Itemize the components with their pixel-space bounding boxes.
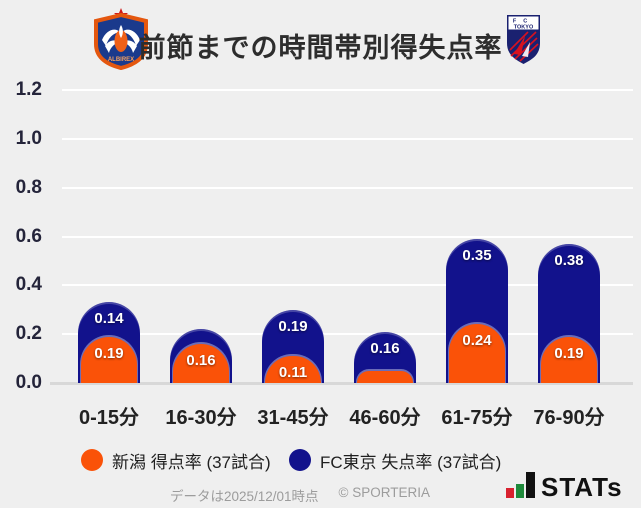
value-label-niigata-76-90分: 0.19 — [554, 344, 584, 362]
bar-46-60分-niigata-segment — [357, 370, 413, 383]
value-label-fctokyo-31-45分: 0.19 — [278, 317, 308, 335]
x-tick-31-45分: 31-45分 — [257, 407, 329, 429]
legend-item-niigata: 新潟 得点率 (37試合) — [81, 447, 271, 473]
albirex-niigata-logo: ALBIREX — [94, 8, 148, 70]
value-label-niigata-16-30分: 0.16 — [186, 351, 216, 369]
gridline-0.2 — [62, 333, 633, 336]
svg-text:ALBIREX: ALBIREX — [108, 57, 134, 63]
x-tick-0-15分: 0-15分 — [78, 407, 140, 429]
value-label-niigata-31-45分: 0.11 — [278, 364, 308, 382]
gridline-0.6 — [62, 235, 633, 238]
legend-label-niigata: 新潟 得点率 (37試合) — [112, 452, 271, 472]
footer-note: データは2025/12/01時点 © SPORTERIA — [0, 485, 600, 505]
y-tick-0.2: 0.2 — [15, 323, 42, 345]
svg-text:FC: FC — [513, 19, 534, 25]
stats-wordmark: STATs — [541, 472, 623, 502]
bar-76-90分-niigata-segment — [541, 336, 597, 383]
bar-16-30分-niigata-segment — [173, 343, 229, 383]
value-label-niigata-61-75分: 0.24 — [462, 332, 492, 350]
page-title: 前節までの時間帯別得失点率 — [138, 33, 503, 63]
svg-text:TOKYO: TOKYO — [514, 25, 534, 31]
x-axis-line — [50, 382, 633, 385]
y-tick-1.2: 1.2 — [15, 79, 42, 101]
gridline-1.0 — [62, 138, 633, 140]
value-label-fctokyo-46-60分: 0.16 — [370, 339, 400, 357]
copyright-text: © SPORTERIA — [338, 485, 431, 500]
x-tick-46-60分: 46-60分 — [349, 407, 421, 429]
value-label-fctokyo-76-90分: 0.38 — [554, 251, 584, 269]
stats-brand-logo: STATs — [506, 472, 623, 501]
x-tick-76-90分: 76-90分 — [533, 407, 605, 429]
legend-item-fctokyo: FC東京 失点率 (37試合) — [289, 447, 501, 473]
value-label-fctokyo-61-75分: 0.35 — [462, 247, 492, 265]
y-tick-0.0: 0.0 — [15, 372, 42, 393]
legend-swatch-fctokyo — [289, 449, 311, 471]
legend-swatch-niigata — [81, 449, 103, 471]
x-tick-61-75分: 61-75分 — [441, 407, 513, 429]
gridline-0.4 — [62, 284, 633, 287]
fc-tokyo-logo: FC TOKYO — [507, 15, 540, 64]
bar-chart-icon — [506, 472, 535, 501]
gridline-1.2 — [62, 89, 633, 92]
y-tick-0.4: 0.4 — [15, 274, 42, 296]
y-tick-1.0: 1.0 — [15, 128, 42, 149]
data-as-of-text: データは2025/12/01時点 — [169, 489, 319, 504]
gridline-0.8 — [62, 186, 633, 189]
bar-61-75分-niigata-segment — [449, 324, 505, 383]
y-tick-0.8: 0.8 — [15, 176, 42, 198]
x-tick-16-30分: 16-30分 — [165, 407, 237, 429]
bar-0-15分-niigata-segment — [81, 336, 137, 383]
legend-label-fctokyo: FC東京 失点率 (37試合) — [320, 452, 502, 472]
value-label-niigata-0-15分: 0.19 — [94, 344, 124, 362]
value-label-fctokyo-0-15分: 0.14 — [94, 310, 124, 328]
y-tick-0.6: 0.6 — [15, 225, 42, 247]
